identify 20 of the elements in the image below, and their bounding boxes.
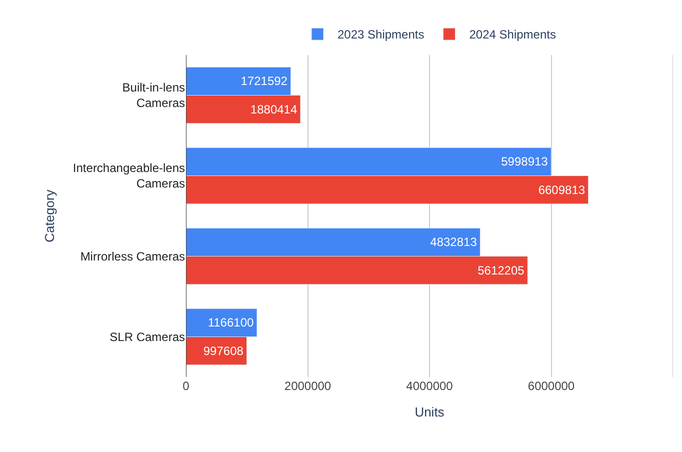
x-tick-label: 6000000 xyxy=(528,379,575,393)
data-label: 1721592 xyxy=(240,74,288,88)
data-label: 997608 xyxy=(203,344,244,358)
y-tick-label: Mirrorless Cameras xyxy=(80,249,185,264)
x-axis-title: Units xyxy=(414,404,445,420)
y-tick-label: Interchangeable-lens Cameras xyxy=(72,161,185,191)
data-label: 6609813 xyxy=(538,182,586,197)
x-tick-label: 2000000 xyxy=(284,379,332,393)
data-label: 5612205 xyxy=(478,263,525,278)
data-label: 4832813 xyxy=(430,235,478,250)
data-label: 1166100 xyxy=(208,316,254,330)
x-tick-label: 4000000 xyxy=(406,379,454,393)
legend-label: 2024 Shipments xyxy=(469,28,556,42)
y-tick-label: Built-in-lens Cameras xyxy=(122,80,185,110)
data-label: 5998913 xyxy=(501,154,548,169)
data-label: 1880414 xyxy=(250,102,298,116)
x-tick-label: 0 xyxy=(182,379,190,393)
y-tick-label: SLR Cameras xyxy=(110,330,185,344)
y-axis-title: Category xyxy=(42,189,57,242)
legend-label: 2023 Shipments xyxy=(338,28,424,42)
